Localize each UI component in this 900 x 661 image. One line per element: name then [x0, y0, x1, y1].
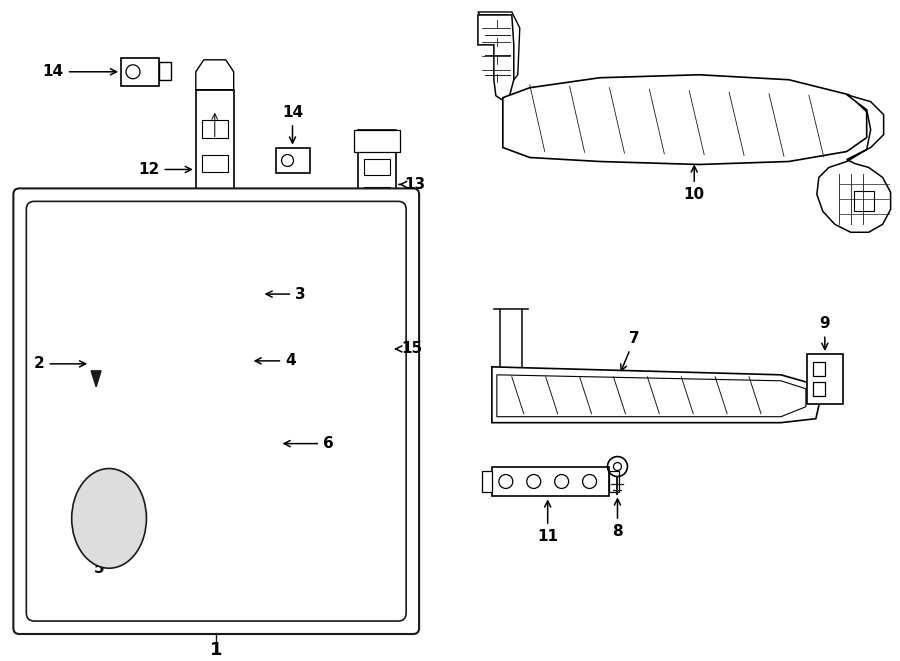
Bar [220, 351, 250, 371]
Polygon shape [817, 95, 891, 232]
Bar [364, 159, 391, 175]
Bar [196, 90, 234, 284]
Text: 13: 13 [399, 177, 426, 192]
Text: 9: 9 [820, 317, 830, 350]
Bar [202, 120, 228, 137]
Polygon shape [478, 12, 520, 85]
Polygon shape [358, 247, 396, 269]
Bar [358, 130, 396, 247]
Bar [364, 188, 391, 204]
Bar [482, 471, 492, 492]
Bar [854, 192, 874, 212]
Polygon shape [91, 371, 101, 387]
Bar [813, 362, 824, 376]
Polygon shape [196, 59, 234, 90]
Polygon shape [478, 15, 514, 100]
Bar [364, 312, 388, 327]
Ellipse shape [72, 469, 147, 568]
Bar [194, 214, 202, 219]
Text: 11: 11 [537, 501, 558, 544]
Bar [492, 467, 609, 496]
Bar [360, 404, 392, 426]
Bar [408, 583, 416, 595]
Text: 1: 1 [210, 641, 222, 659]
FancyBboxPatch shape [14, 188, 419, 634]
Bar [121, 58, 159, 86]
Text: 15: 15 [395, 341, 423, 356]
Bar [229, 355, 243, 367]
FancyBboxPatch shape [26, 202, 406, 621]
Text: 8: 8 [612, 499, 623, 539]
Bar [813, 382, 824, 396]
Text: 14: 14 [282, 105, 303, 143]
Bar [314, 214, 322, 219]
Polygon shape [497, 375, 806, 416]
Text: 14: 14 [42, 64, 116, 79]
Bar [159, 62, 171, 80]
Bar [408, 504, 416, 516]
Bar [408, 294, 416, 306]
Bar [275, 147, 310, 173]
Text: 12: 12 [139, 162, 192, 177]
Text: 4: 4 [255, 354, 296, 368]
Text: 3: 3 [266, 287, 306, 301]
Polygon shape [503, 75, 867, 165]
Bar [408, 394, 416, 406]
Text: 6: 6 [284, 436, 334, 451]
Bar [807, 354, 842, 404]
Text: 2: 2 [34, 356, 86, 371]
Bar [609, 471, 619, 492]
Bar [355, 130, 400, 151]
Polygon shape [492, 367, 821, 422]
Bar [202, 155, 228, 173]
Text: 7: 7 [621, 331, 640, 371]
Bar [95, 214, 104, 219]
Bar [358, 294, 394, 404]
Text: 10: 10 [684, 166, 705, 202]
Bar [364, 339, 388, 354]
Text: 5: 5 [94, 537, 109, 576]
